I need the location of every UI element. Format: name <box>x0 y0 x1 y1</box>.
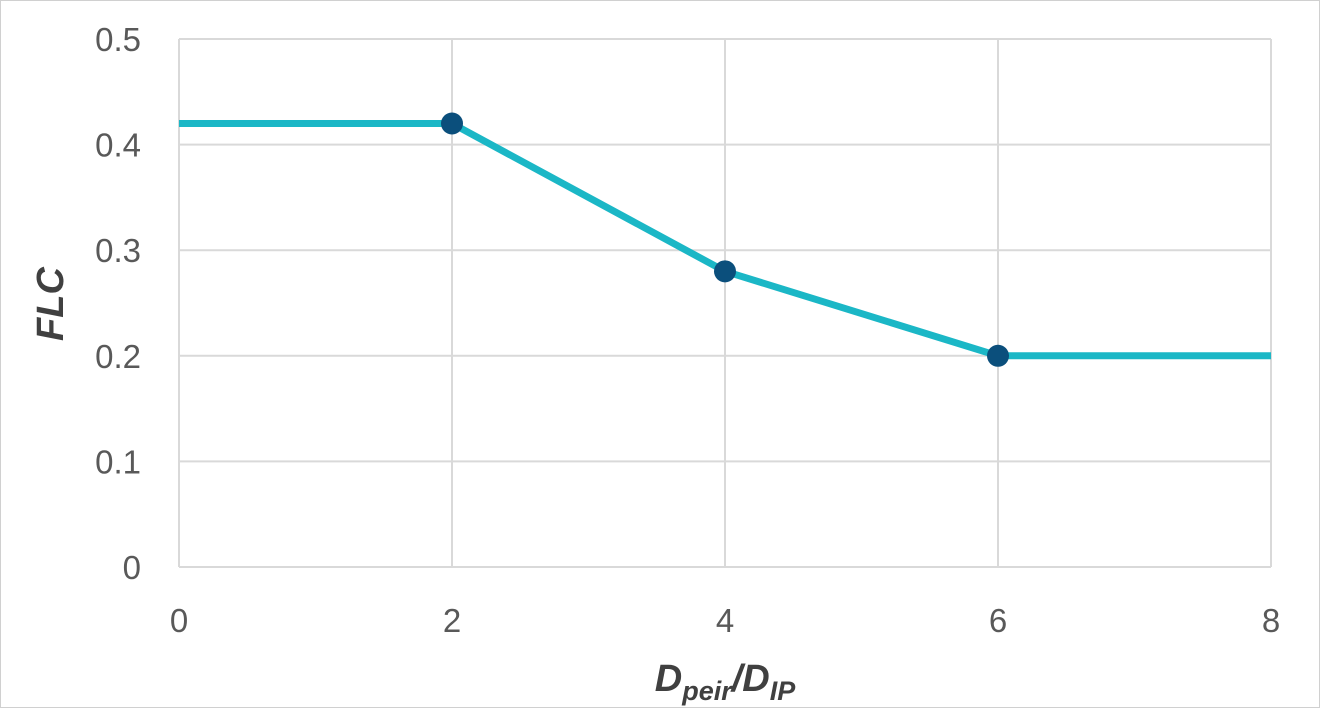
x-axis-title: Dpeir/DIP <box>655 658 796 706</box>
data-point <box>441 112 463 135</box>
x-tick-label: 6 <box>989 602 1007 639</box>
series <box>179 112 1271 367</box>
x-tick-label: 2 <box>443 602 461 639</box>
y-tick-label: 0 <box>123 549 141 586</box>
y-tick-label: 0.2 <box>95 338 141 375</box>
y-axis-title: FLC <box>30 267 72 341</box>
y-axis-ticks: 0 0.1 0.2 0.3 0.4 0.5 <box>95 21 141 586</box>
x-axis-title-sub1: peir <box>681 676 733 706</box>
x-tick-label: 4 <box>716 602 734 639</box>
y-tick-label: 0.4 <box>95 127 141 164</box>
grid <box>178 38 1272 568</box>
x-tick-label: 8 <box>1262 602 1280 639</box>
data-point <box>987 344 1009 367</box>
data-point <box>714 260 736 283</box>
y-tick-label: 0.1 <box>95 443 141 480</box>
y-tick-label: 0.3 <box>95 232 141 269</box>
x-axis-ticks: 0 2 4 6 8 <box>170 602 1280 639</box>
x-axis-title-sep: /D <box>730 658 770 700</box>
y-tick-label: 0.5 <box>95 21 141 58</box>
x-axis-title-sub2: IP <box>770 676 797 706</box>
x-axis-title-main: D <box>655 658 682 700</box>
x-tick-label: 0 <box>170 602 188 639</box>
